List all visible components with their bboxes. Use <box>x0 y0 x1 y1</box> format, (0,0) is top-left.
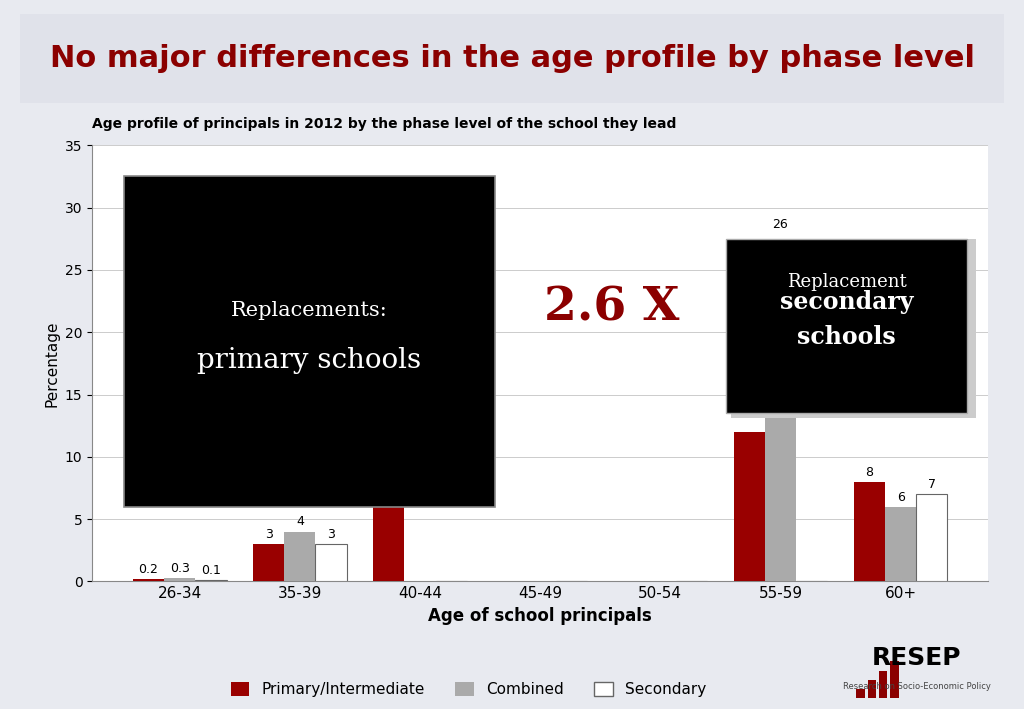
Bar <box>253 544 285 581</box>
Bar <box>890 661 899 698</box>
Bar <box>285 532 315 581</box>
Bar <box>726 239 967 413</box>
Text: 4: 4 <box>296 515 304 528</box>
Bar <box>125 177 495 507</box>
Text: 3: 3 <box>328 528 335 541</box>
Bar <box>164 578 196 581</box>
Bar <box>196 580 226 581</box>
Bar <box>733 432 765 581</box>
Legend: Primary/Intermediate, Combined, Secondary: Primary/Intermediate, Combined, Secondar… <box>225 676 712 703</box>
Text: Replacement: Replacement <box>786 274 906 291</box>
Text: 3: 3 <box>265 528 272 541</box>
Bar <box>731 239 976 418</box>
X-axis label: Age of school principals: Age of school principals <box>428 607 652 625</box>
Bar <box>856 689 865 698</box>
Bar <box>885 507 916 581</box>
Text: 6: 6 <box>897 491 904 503</box>
Text: 0.2: 0.2 <box>138 563 159 576</box>
Bar <box>315 544 347 581</box>
Text: Replacements:: Replacements: <box>231 301 388 320</box>
Text: 0.1: 0.1 <box>201 564 221 577</box>
Text: secondary
schools: secondary schools <box>779 290 913 350</box>
Y-axis label: Percentage: Percentage <box>44 320 59 407</box>
Text: 26: 26 <box>772 218 788 231</box>
Text: Research on Socio-Economic Policy: Research on Socio-Economic Policy <box>843 682 990 691</box>
Bar <box>916 494 947 581</box>
Bar <box>879 671 888 698</box>
Text: No major differences in the age profile by phase level: No major differences in the age profile … <box>49 44 975 73</box>
Text: Age profile of principals in 2012 by the phase level of the school they lead: Age profile of principals in 2012 by the… <box>92 117 677 131</box>
Text: 2.6 X: 2.6 X <box>545 284 680 330</box>
Bar <box>133 579 164 581</box>
Bar <box>373 507 404 581</box>
Text: primary schools: primary schools <box>198 347 422 374</box>
Text: 8: 8 <box>865 466 873 479</box>
Bar <box>867 680 877 698</box>
Text: RESEP: RESEP <box>871 646 962 670</box>
Text: 26: 26 <box>772 241 788 255</box>
Text: 0.3: 0.3 <box>170 562 189 574</box>
Bar <box>854 481 885 581</box>
Text: 7: 7 <box>928 478 936 491</box>
Bar <box>765 257 796 581</box>
